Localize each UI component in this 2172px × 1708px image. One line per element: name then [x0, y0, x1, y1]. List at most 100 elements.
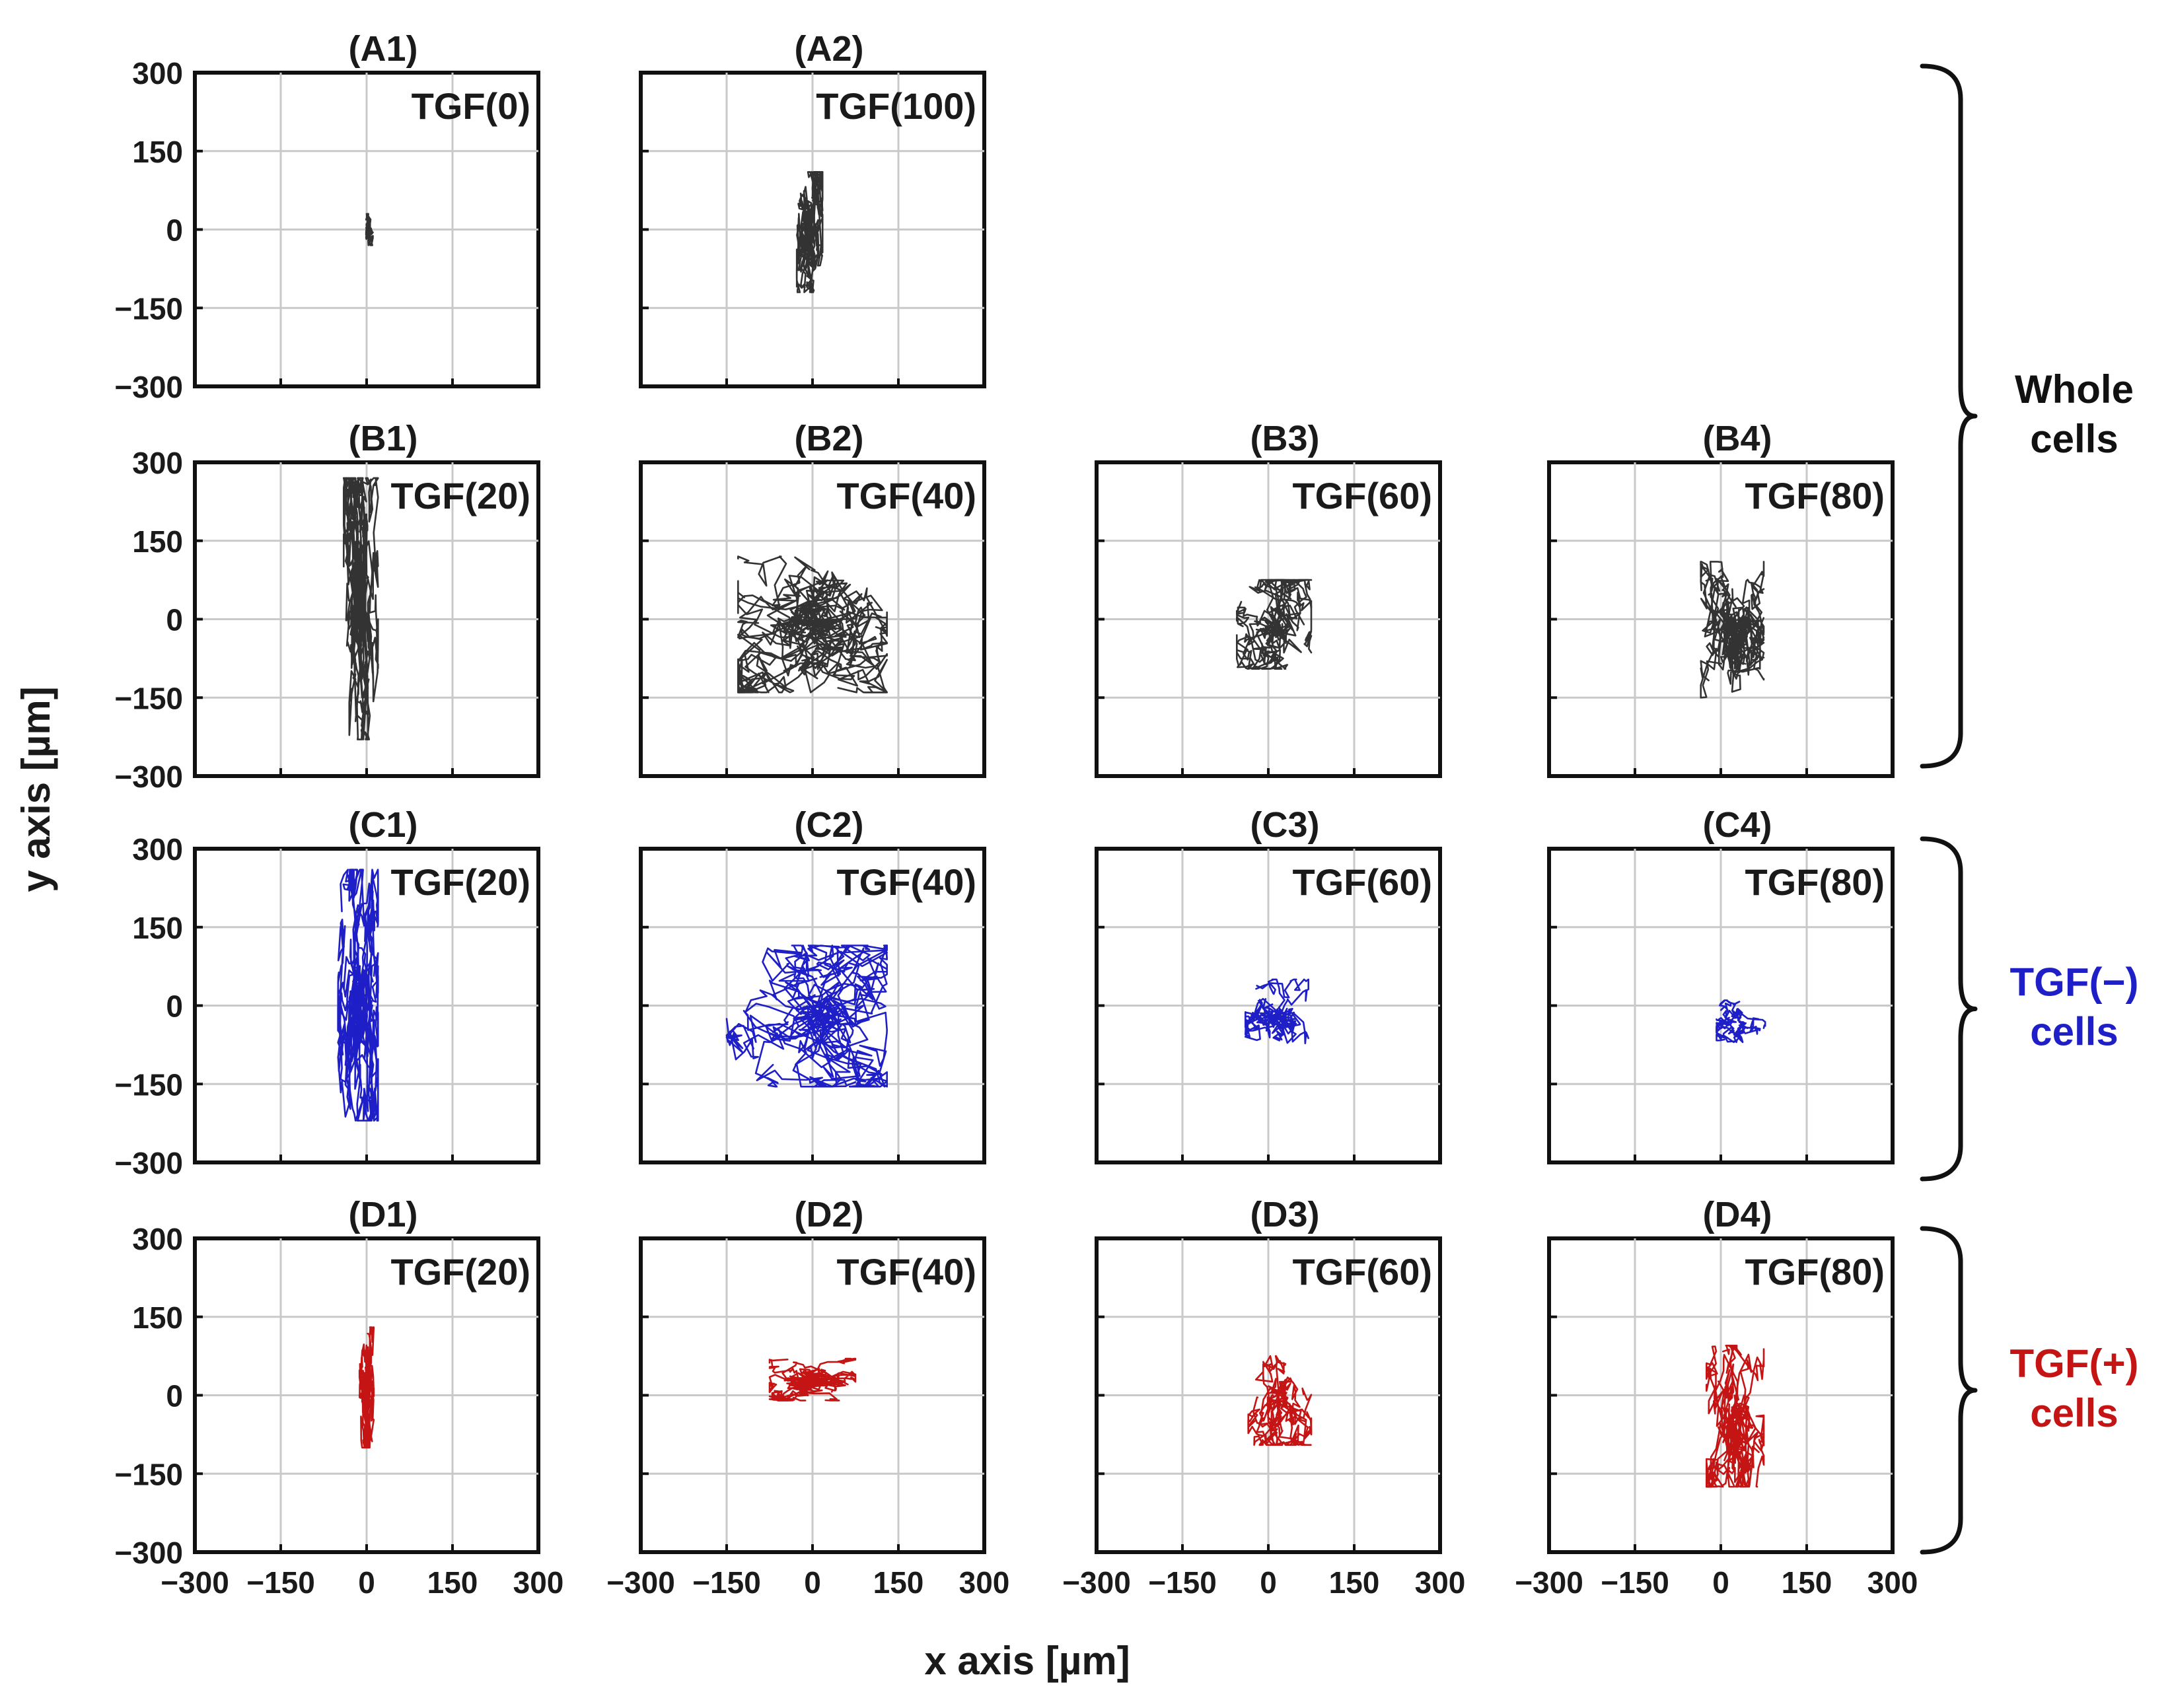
cell-trajectory [1731, 561, 1765, 641]
cell-trajectory [725, 995, 824, 1061]
x-tick-label: 300 [513, 1565, 564, 1600]
cell-trajectory [1718, 1369, 1748, 1458]
panel-id-label: (A1) [349, 29, 418, 69]
cell-trajectory [349, 477, 378, 587]
panel-id-label: (A2) [795, 29, 864, 69]
trajectory-group [1716, 999, 1766, 1044]
cell-trajectory [361, 1379, 373, 1444]
group-label-line1: TGF(−) [2010, 960, 2139, 1005]
cell-trajectory [360, 1326, 375, 1385]
cell-trajectory [1274, 1355, 1287, 1405]
panel-c2: (C2) TGF(40) [639, 805, 986, 1164]
cell-trajectory [1268, 1377, 1313, 1420]
y-tick-label: 0 [166, 603, 183, 637]
condition-label: TGF(40) [836, 475, 976, 516]
cell-trajectory [797, 997, 888, 1088]
x-axis-label: x axis [µm] [924, 1639, 1130, 1683]
trajectory-group [1247, 1355, 1313, 1446]
y-tick-label: 150 [132, 524, 183, 559]
trajectory-group [1245, 978, 1309, 1044]
x-tick-label: −300 [1515, 1565, 1583, 1600]
condition-label: TGF(60) [1292, 475, 1432, 516]
cell-trajectory [808, 944, 888, 1044]
cell-trajectory [352, 952, 379, 1051]
cell-trajectory [1706, 1362, 1743, 1429]
y-tick-label: −300 [114, 1146, 183, 1180]
cell-trajectory [1247, 1396, 1279, 1446]
cell-trajectory [1253, 1399, 1284, 1446]
cell-trajectory [357, 969, 379, 1051]
condition-label: TGF(80) [1745, 475, 1885, 516]
cell-trajectory [1236, 625, 1278, 669]
cell-trajectory [342, 869, 360, 978]
y-tick-label: −300 [114, 760, 183, 794]
y-tick-label: 300 [132, 1222, 183, 1256]
x-tick-label: 0 [1712, 1565, 1729, 1600]
x-tick-label: −150 [246, 1565, 315, 1600]
cell-trajectory [360, 1388, 373, 1448]
y-tick-label: 0 [166, 213, 183, 248]
cell-trajectory [1247, 1378, 1280, 1437]
y-tick-label: 150 [132, 135, 183, 169]
trajectory-group [343, 477, 379, 740]
cell-trajectory [1245, 1011, 1301, 1038]
panel-id-label: (D4) [1703, 1195, 1772, 1234]
cell-trajectory [337, 904, 371, 1063]
condition-label: TGF(60) [1292, 1251, 1432, 1293]
panel-d3: −300 −150 0 150 300 (D3) TGF(60) [1062, 1195, 1465, 1600]
condition-label: TGF(80) [1745, 1251, 1885, 1293]
cell-trajectory [737, 645, 814, 694]
trajectory-group [795, 171, 824, 293]
panel-id-label: (D1) [349, 1195, 418, 1234]
x-tick-label: −150 [692, 1565, 761, 1600]
trajectory-group [358, 1326, 375, 1448]
y-tick-label: 150 [132, 911, 183, 945]
condition-label: TGF(100) [816, 85, 976, 127]
x-tick-label: 300 [959, 1565, 1010, 1600]
cell-trajectory [359, 477, 379, 621]
panel-d2: −300 −150 0 150 300 (D2) TGF(40) [606, 1195, 1009, 1600]
x-tick-label: 0 [358, 1565, 375, 1600]
trajectory-group [725, 944, 888, 1088]
panel-b1: −300 −150 0 150 300 (B1) TGF(20) [114, 419, 540, 794]
cell-trajectory [1706, 1407, 1741, 1488]
cell-trajectory [725, 989, 831, 1050]
x-tick-label: 150 [873, 1565, 924, 1600]
cell-trajectory [1270, 1007, 1297, 1044]
x-tick-label: −300 [606, 1565, 675, 1600]
cell-trajectory [805, 629, 888, 694]
trajectory-group [1236, 579, 1313, 670]
panel-b4: (B4) TGF(80) [1547, 419, 1895, 778]
condition-label: TGF(20) [390, 1251, 530, 1293]
condition-label: TGF(80) [1745, 861, 1885, 903]
panel-id-label: (B1) [349, 419, 418, 458]
trajectory-group [737, 555, 888, 694]
panel-c4: (C4) TGF(80) [1547, 805, 1895, 1164]
cell-trajectory [771, 1378, 812, 1402]
cell-trajectory [1267, 579, 1307, 625]
x-tick-label: 300 [1415, 1565, 1466, 1600]
panel-id-label: (D3) [1250, 1195, 1320, 1234]
x-tick-label: 300 [1867, 1565, 1918, 1600]
curly-brace [1920, 63, 1978, 769]
cell-trajectory [1264, 1007, 1295, 1039]
cell-trajectory [1258, 1397, 1307, 1446]
x-tick-label: −150 [1148, 1565, 1217, 1600]
cell-trajectory [1250, 625, 1288, 670]
curly-brace [1920, 1226, 1978, 1555]
cell-trajectory [1722, 1009, 1741, 1035]
cell-trajectory [364, 1374, 375, 1448]
cell-trajectory [1236, 614, 1280, 643]
group-brackets: Whole cells TGF(−) cells TGF(+) cells [1920, 63, 2139, 1555]
curly-brace [1920, 836, 1978, 1182]
cell-trajectory [793, 944, 887, 1018]
cell-trajectory [356, 965, 379, 1121]
panel-b3: (B3) TGF(60) [1095, 419, 1442, 778]
cell-trajectory [337, 971, 363, 1121]
panel-id-label: (C1) [349, 805, 418, 845]
cell-trajectory [772, 1007, 867, 1088]
trajectory-group [365, 213, 374, 246]
group-label-line2: cells [2030, 1010, 2118, 1054]
cell-trajectory [345, 513, 368, 653]
x-tick-label: 150 [1782, 1565, 1832, 1600]
